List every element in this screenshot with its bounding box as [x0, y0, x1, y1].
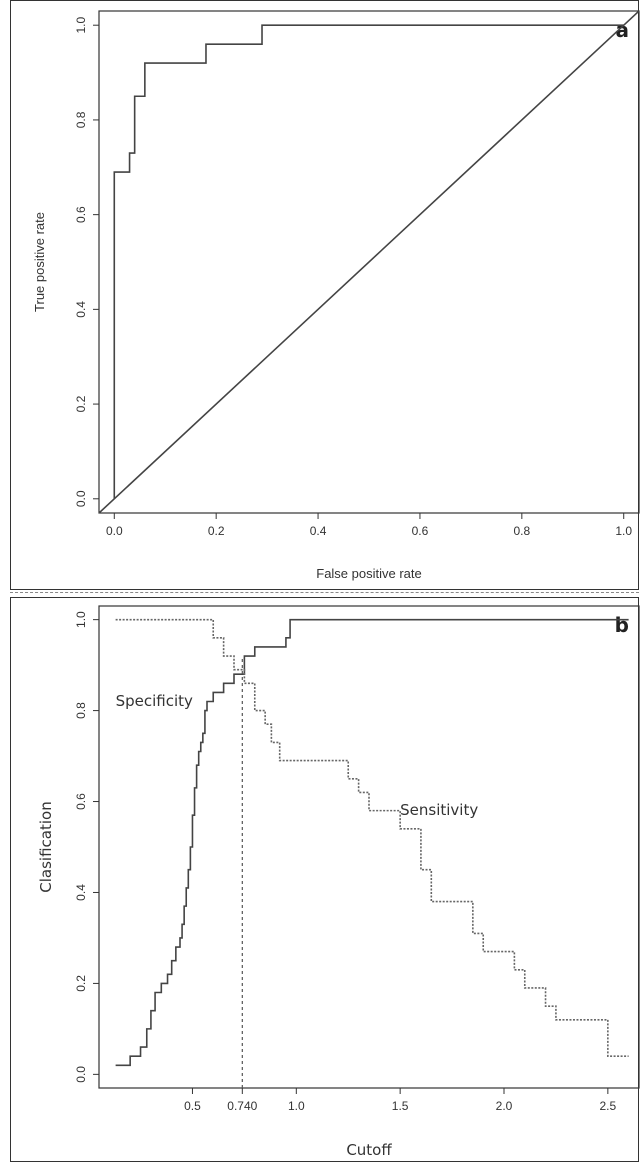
x-axis-label: Cutoff [346, 1141, 392, 1159]
y-axis-label: True positive rate [32, 212, 47, 312]
plot-frame [98, 10, 640, 514]
reference-diagonal-line [98, 10, 640, 514]
x-tick-label: 2.5 [600, 1099, 617, 1113]
x-tick-label: 1.5 [392, 1099, 409, 1113]
x-tick-label: 1.0 [288, 1099, 305, 1113]
y-tick-label: 1.0 [74, 17, 88, 34]
x-tick-label: 0.2 [208, 524, 225, 538]
y-tick-label: 0.4 [74, 301, 88, 318]
specificity-line [115, 618, 629, 1067]
y-tick-label: 0.6 [74, 793, 88, 810]
x-tick-label: 0.6 [412, 524, 429, 538]
y-tick-label: 0.6 [74, 206, 88, 223]
x-tick-label: 0.0 [106, 524, 123, 538]
y-tick-label: 0.8 [74, 702, 88, 719]
y-axis-label: Clasification [37, 801, 55, 892]
y-tick-label: 0.2 [74, 975, 88, 992]
x-tick-label: 0.4 [310, 524, 327, 538]
roc-chart: 0.0 0.2 0.4 0.6 0.8 1.0 0.0 0.2 0.4 0.6 0.8 1.0 Fals… [32, 10, 640, 581]
x-tick-label: 2.0 [496, 1099, 513, 1113]
panel-b: 0.5 0.740 1.0 1.5 2.0 2.5 0.0 0.2 0.4 0.6 0.8 1.0 Cu… [10, 597, 640, 1162]
x-tick-label: 0.5 [184, 1099, 201, 1113]
panel-label: b [615, 613, 629, 637]
x-tick-label: 1.0 [615, 524, 632, 538]
y-tick-label: 0.8 [74, 111, 88, 128]
solid-step-line [113, 24, 624, 499]
y-tick-label: 0.4 [74, 884, 88, 901]
x-tick-label: 0.740 [227, 1099, 257, 1113]
y-tick-label: 0.2 [74, 395, 88, 412]
panel-a: 0.0 0.2 0.4 0.6 0.8 1.0 0.0 0.2 0.4 0.6 0.8 1.0 Fals… [10, 0, 640, 590]
sensitivity-line [115, 618, 629, 1057]
sensitivity-annotation: Sensitivity [400, 801, 478, 819]
x-axis-label: False positive rate [316, 566, 422, 581]
x-tick-label: 0.8 [513, 524, 530, 538]
cutoff-chart: 0.5 0.740 1.0 1.5 2.0 2.5 0.0 0.2 0.4 0.6 0.8 1.0 Cu… [37, 605, 640, 1159]
y-tick-label: 0.0 [74, 490, 88, 507]
plot-frame [98, 605, 640, 1089]
y-tick-label: 0.0 [74, 1066, 88, 1083]
specificity-annotation: Specificity [116, 692, 193, 710]
panel-divider [10, 592, 639, 593]
y-tick-label: 1.0 [74, 611, 88, 628]
